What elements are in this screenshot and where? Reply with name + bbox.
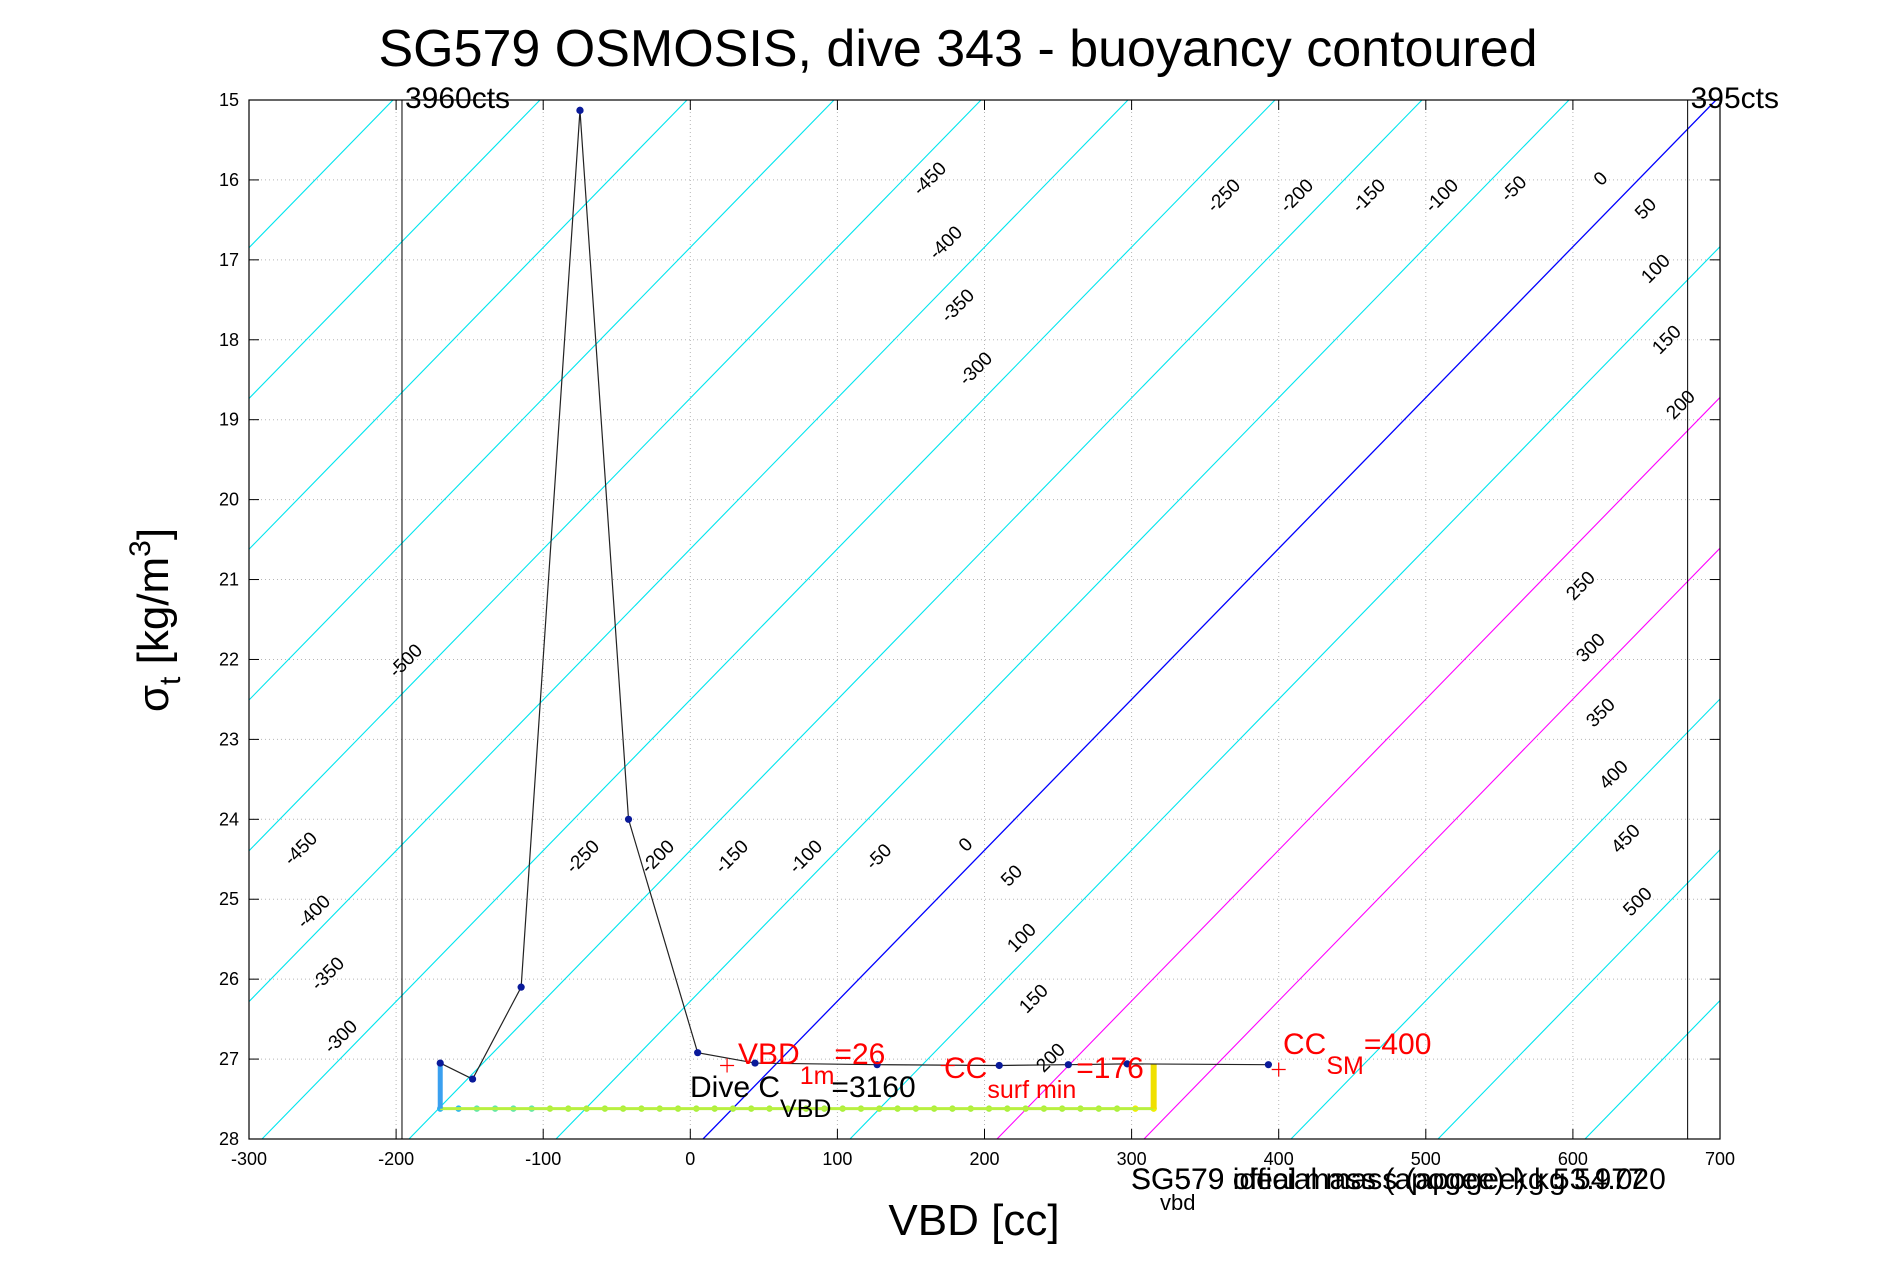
y-axis-label: σt [kg/m3] — [124, 528, 187, 712]
count-lines: 3960cts 395cts — [401, 82, 1779, 1139]
count-label-left: 3960cts — [405, 82, 510, 115]
series-point — [468, 1075, 477, 1083]
contour-line — [261, 100, 1276, 1139]
x-tick-label: 0 — [685, 1149, 695, 1169]
series-point — [751, 1059, 759, 1067]
y-tick-label: 16 — [219, 170, 239, 190]
series-point — [1123, 1060, 1131, 1068]
contour-line — [249, 100, 835, 701]
y-tick-label: 24 — [219, 809, 239, 829]
series-point — [1064, 1061, 1072, 1069]
series-point — [995, 1061, 1003, 1070]
y-tick-label: 27 — [219, 1049, 239, 1069]
series-point — [576, 106, 584, 114]
contour-line — [555, 100, 1570, 1139]
y-label-sub: t — [154, 676, 187, 685]
x-tick-label: 700 — [1705, 1149, 1735, 1169]
contour-line — [249, 100, 541, 400]
cc-surf-min-annotation: CCsurf min=176 — [944, 1052, 1144, 1104]
x-tick-label: 300 — [1117, 1149, 1147, 1169]
contour-line — [1290, 698, 1720, 1139]
y-tick-label: 26 — [219, 969, 239, 989]
contour-line — [1143, 547, 1720, 1139]
x-tick-label: 200 — [969, 1149, 999, 1169]
y-tick-label: 18 — [219, 330, 239, 350]
y-tick-label: 20 — [219, 490, 239, 510]
chart-title: SG579 OSMOSIS, dive 343 - buoyancy conto… — [378, 20, 1537, 78]
contour-line — [1437, 848, 1720, 1139]
series-point — [624, 815, 633, 823]
y-tick-label: 25 — [219, 889, 239, 909]
vbd-subscript: vbd — [1160, 1190, 1195, 1215]
y-label-sigma: σ — [129, 685, 178, 712]
series-line — [439, 110, 581, 1080]
data-series — [436, 106, 1286, 1112]
contour-line — [249, 100, 1129, 1003]
series-point — [517, 983, 525, 991]
x-tick-label: -200 — [378, 1149, 414, 1169]
count-label-right: 395cts — [1691, 82, 1779, 115]
y-tick-label: 28 — [219, 1129, 239, 1149]
series-point — [694, 1049, 702, 1057]
x-tick-label: 400 — [1264, 1149, 1294, 1169]
y-label-unit: [kg/m — [129, 557, 178, 677]
y-tick-label: 15 — [219, 90, 239, 110]
x-tick-label: 100 — [822, 1149, 852, 1169]
official-mass-annotation: SG579 official mass (apogee) kg 54.020 — [1131, 1163, 1666, 1196]
contour-line — [249, 100, 688, 551]
contour-line — [702, 100, 1717, 1139]
series-point — [873, 1061, 881, 1069]
y-tick-label: 17 — [219, 250, 239, 270]
annotations: VBD1m=26 CCsurf min=176 CCSM=400 Dive CV… — [690, 1028, 1666, 1215]
x-tick-label: -300 — [231, 1149, 267, 1169]
cc-marker — [1271, 1062, 1286, 1077]
dive-c-vbd-annotation: Dive CVBD=3160 — [690, 1071, 916, 1123]
vbd-1m-annotation: VBD1m=26 — [738, 1038, 885, 1090]
contour-line — [249, 100, 982, 852]
cc-sm-annotation: CCSM=400 — [1283, 1028, 1431, 1080]
cc-marker — [940, 1058, 955, 1073]
ideal-mass-annotation: SG579 ideal mass (apogee) kg 53.977 — [1131, 1163, 1645, 1196]
y-label-close: ] — [129, 528, 178, 540]
axis-ticks: -300 -200 -100 0 100 200 300 400 500 600 700 15 16 17… — [219, 90, 1735, 1169]
x-tick-label: -100 — [525, 1149, 561, 1169]
buoyancy-contours — [249, 100, 1720, 1139]
contour-line — [849, 245, 1720, 1139]
x-tick-label: 500 — [1411, 1149, 1441, 1169]
series-point — [436, 1059, 444, 1067]
series-point — [1264, 1061, 1273, 1069]
svg-text:σt [kg/m3]: σt [kg/m3] — [124, 528, 187, 712]
contour-line — [996, 396, 1720, 1139]
y-tick-label: 22 — [219, 649, 239, 669]
cc-marker — [720, 1058, 735, 1073]
y-tick-label: 23 — [219, 729, 239, 749]
y-tick-label: 21 — [219, 570, 239, 590]
y-label-sup: 3 — [124, 540, 157, 557]
x-axis-label: VBD [cc] — [888, 1196, 1059, 1245]
contour-line — [408, 100, 1423, 1139]
x-tick-label: 600 — [1558, 1149, 1588, 1169]
y-tick-label: 19 — [219, 410, 239, 430]
